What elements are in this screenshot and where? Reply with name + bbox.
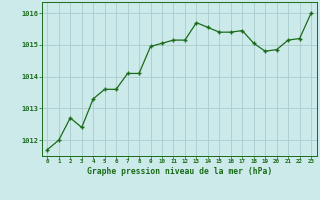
X-axis label: Graphe pression niveau de la mer (hPa): Graphe pression niveau de la mer (hPa)	[87, 167, 272, 176]
